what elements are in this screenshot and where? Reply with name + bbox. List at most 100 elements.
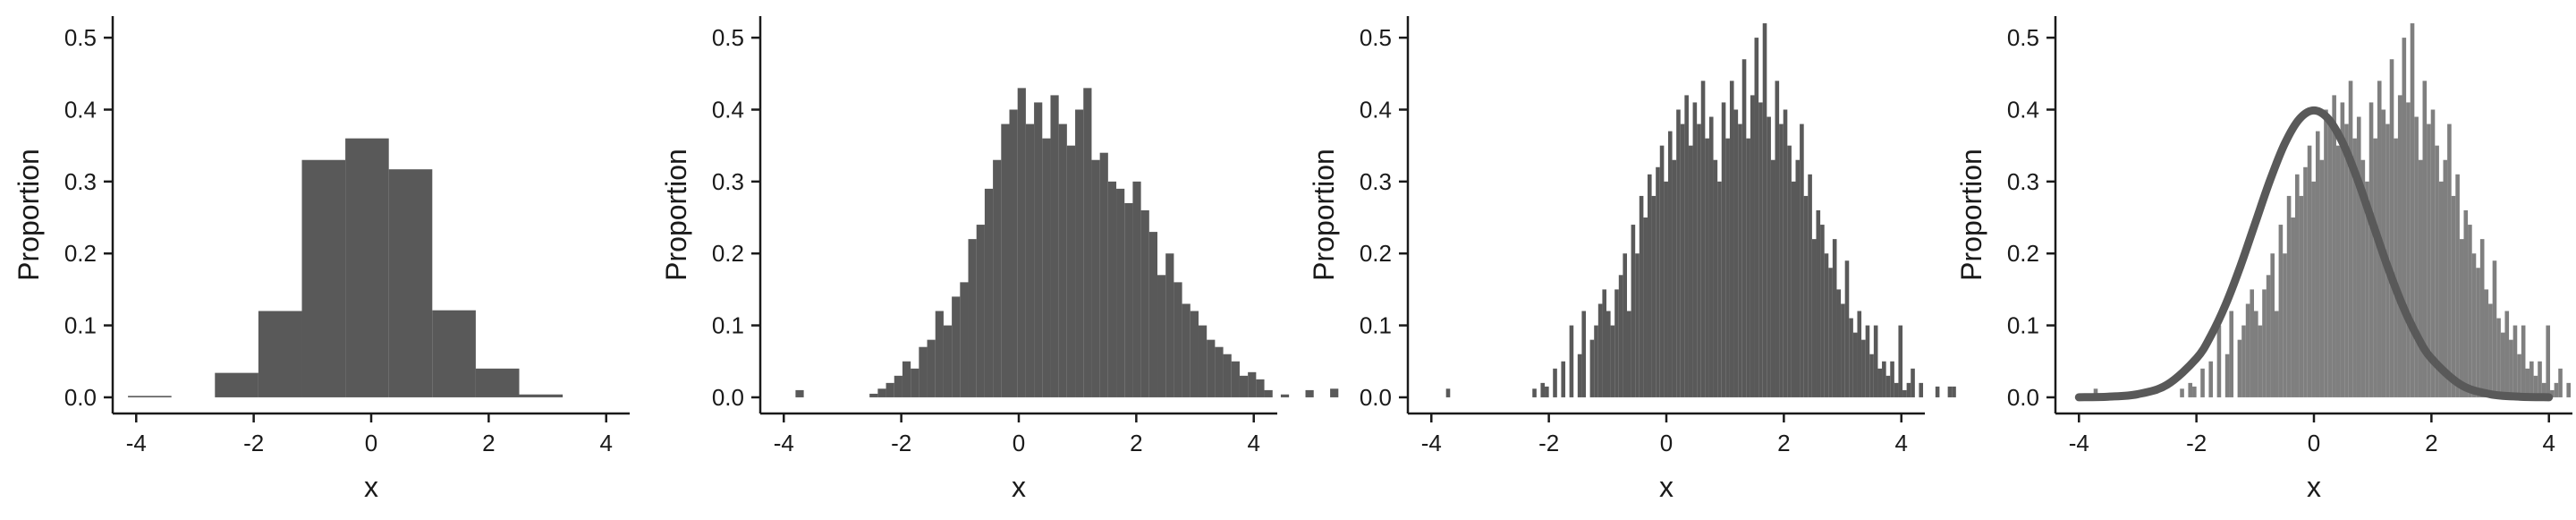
panel-2-bar: [1025, 124, 1035, 397]
panel-3-x-tick-label: 4: [1894, 430, 1907, 456]
panel-3-bar: [1869, 354, 1874, 397]
panel-2-bar: [1215, 346, 1224, 397]
panel-2-bar: [1157, 275, 1166, 397]
panel-2-x-tick-label: 4: [1247, 430, 1259, 456]
panel-4-bar: [2200, 368, 2205, 397]
panel-3-bar: [1697, 124, 1701, 397]
panel-2-bar: [927, 339, 936, 397]
panel-4-bar: [2554, 382, 2559, 397]
panel-4-bar: [2180, 388, 2184, 397]
panel-2-y-tick-label: 0.4: [712, 96, 744, 123]
panel-4-bar: [2365, 181, 2369, 397]
panel-3-bar: [1947, 386, 1953, 397]
panel-3-bar: [1733, 109, 1739, 397]
panel-4-bar: [2237, 339, 2242, 397]
panel-4-bar: [2245, 303, 2250, 397]
panel-4-bar: [2435, 145, 2439, 397]
panel-2-bar: [1132, 181, 1141, 397]
panel-4-bar: [2327, 124, 2333, 397]
panel-2-bar: [795, 389, 804, 397]
panel-4-bar: [2278, 225, 2284, 397]
panel-3-axes: 0.0 0.1 0.2 0.3 0.4 0.5 -4 -2 0 2 4: [1360, 16, 1925, 456]
panel-2-y-axis-title: Proportion: [660, 149, 692, 281]
panel-4-bar: [2299, 195, 2304, 397]
panel-3-bar: [1688, 145, 1693, 397]
panel-3-x-tick-label: -4: [1421, 430, 1442, 456]
panel-3-bar: [1828, 268, 1833, 397]
panel-4-bar: [2418, 159, 2423, 397]
panel-4-bar: [2093, 388, 2098, 397]
panel-3-bar: [1705, 138, 1709, 397]
panel-3-bar: [1684, 95, 1689, 397]
panel-4-bar: [2550, 389, 2555, 397]
panel-3-bar: [1849, 318, 1853, 397]
panel-4-bar: [2254, 311, 2258, 397]
panel-4-bar: [2344, 124, 2349, 397]
panel-3-bar: [1594, 325, 1598, 397]
panel-3-bar: [1700, 81, 1706, 397]
panel-3-bar: [1729, 81, 1734, 397]
panel-4-bar: [2208, 361, 2214, 397]
panel-4-bar: [2216, 325, 2222, 397]
panel-4-bar: [2224, 354, 2230, 397]
panel-4-histogram-with-density: 0.0 0.1 0.2 0.3 0.4 0.5 -4 -2 0 2 4 x Proportion: [1955, 16, 2572, 503]
panel-4-x-tick-label: 2: [2425, 430, 2437, 456]
panel-4-bar: [2546, 325, 2551, 397]
panel-3-bar: [1758, 102, 1763, 397]
panel-3-bar: [1606, 311, 1611, 397]
panel-3-bar: [1824, 253, 1829, 397]
panel-3-bar: [1713, 159, 1718, 397]
panel-3-bar: [1664, 181, 1668, 397]
panel-1-bar: [432, 310, 476, 397]
panel-1-histogram: 0.0 0.1 0.2 0.3 0.4 0.5 -4 -2 0 2 4 x Proportion: [13, 16, 630, 503]
panel-4-bar: [2517, 354, 2521, 397]
panel-4-y-axis-title: Proportion: [1955, 149, 1987, 281]
panel-4-x-axis-title: x: [2307, 471, 2321, 503]
panel-4-y-tick-label: 0.3: [2007, 168, 2039, 195]
panel-4-bar: [2443, 159, 2448, 397]
panel-3-bar: [1820, 225, 1825, 397]
panel-4-bar: [2192, 386, 2197, 397]
panel-1-x-tick-label: -4: [126, 430, 147, 456]
panel-2-bar: [1148, 232, 1158, 397]
panel-3-bar: [1741, 59, 1747, 397]
panel-4-bar: [2394, 138, 2398, 397]
panel-3-bar: [1877, 368, 1883, 397]
panel-3-bar: [1857, 311, 1862, 397]
panel-3-x-tick-label: 2: [1777, 430, 1790, 456]
panel-3-bar: [1626, 311, 1631, 397]
panel-2-axes: 0.0 0.1 0.2 0.3 0.4 0.5 -4 -2 0 2 4: [712, 16, 1277, 456]
panel-4-bar: [2529, 361, 2534, 397]
panel-1-y-tick-label: 0.3: [64, 168, 97, 195]
panel-2-bar: [976, 225, 985, 397]
panel-2-bar: [1256, 379, 1265, 397]
panel-3-bar: [1631, 225, 1636, 397]
panel-3-y-tick-label: 0.4: [1360, 96, 1392, 123]
panel-2-bar: [1165, 253, 1174, 397]
panel-3-bar: [1800, 124, 1804, 397]
panel-4-bar: [2360, 159, 2366, 397]
panel-4-y-tick-label: 0.2: [2007, 240, 2039, 267]
panel-3-y-axis-title: Proportion: [1308, 149, 1340, 281]
panel-4-bar: [2340, 102, 2345, 397]
panel-2-bar: [1075, 109, 1084, 397]
panel-2-bar: [1248, 371, 1257, 397]
panel-2-bar: [1198, 325, 1208, 397]
panel-3-bar: [1623, 253, 1627, 397]
panel-4-bar: [2270, 253, 2275, 397]
panel-4-bar: [2250, 289, 2255, 397]
panel-4-bar: [2307, 145, 2312, 397]
panel-4-bar: [2266, 275, 2271, 397]
panel-4-y-tick-label: 0.1: [2007, 312, 2039, 339]
panel-1-bar: [519, 394, 564, 397]
panel-4-x-tick-label: 0: [2308, 430, 2320, 456]
panel-4-bar: [2335, 145, 2341, 397]
panel-2-bar: [1231, 361, 1240, 397]
panel-3-bar: [1635, 253, 1640, 397]
panel-3-bar: [1577, 354, 1582, 397]
panel-3-bar: [1754, 38, 1759, 397]
panel-2-y-tick-label: 0.2: [712, 240, 744, 267]
panel-4-bar: [2459, 239, 2464, 397]
panel-4-bar: [2410, 23, 2415, 397]
panel-3-bar: [1639, 195, 1644, 397]
